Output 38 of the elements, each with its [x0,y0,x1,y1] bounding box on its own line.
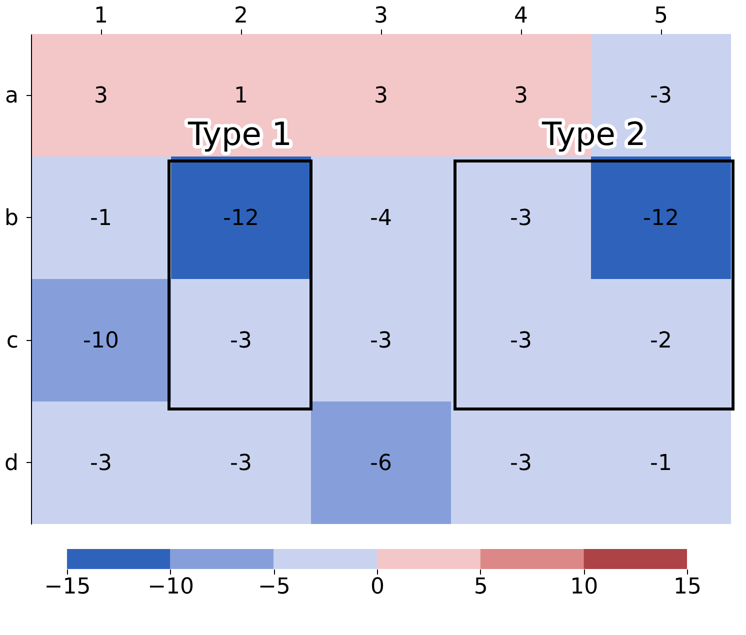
data-label: -3 [370,328,392,354]
annotation: Type 2 [540,115,646,153]
y-tick-label: a [5,83,18,108]
y-tick-label: b [4,206,18,231]
data-label: -4 [370,206,392,231]
x-tick-label: 4 [514,4,528,28]
y-tick-label: d [4,450,18,476]
color-bar-label: −10 [148,574,194,600]
data-label: -1 [650,450,672,476]
x-tick-label: 3 [374,4,388,28]
data-label: 3 [94,83,108,108]
data-label: -3 [230,450,252,476]
data-label: -3 [510,450,532,476]
data-label: 3 [514,83,528,108]
x-tick-label: 1 [94,4,108,28]
data-label: -1 [90,206,112,231]
data-label: -2 [650,328,672,354]
data-label: -6 [370,450,392,476]
data-label: -3 [510,206,532,231]
x-tick-label: 5 [654,4,668,28]
y-tick-label: c [6,328,18,354]
color-bar-label: −5 [258,574,290,600]
data-label: -12 [643,206,679,231]
color-bar-label: 5 [474,574,488,600]
data-label: 1 [234,83,248,108]
data-label: -3 [650,83,672,108]
color-bar-label: 15 [674,574,702,600]
color-bar-label: −15 [44,574,91,600]
data-label: -3 [230,328,252,354]
data-label: -3 [90,450,112,476]
data-label: 3 [374,83,388,108]
data-label: -10 [83,328,119,354]
color-bar-label: 0 [370,574,384,600]
x-tick-label: 2 [234,4,248,28]
data-label: -3 [510,328,532,354]
color-bar-label: 10 [570,574,598,600]
annotation: Type 1 [186,115,292,153]
data-label: -12 [223,206,259,231]
